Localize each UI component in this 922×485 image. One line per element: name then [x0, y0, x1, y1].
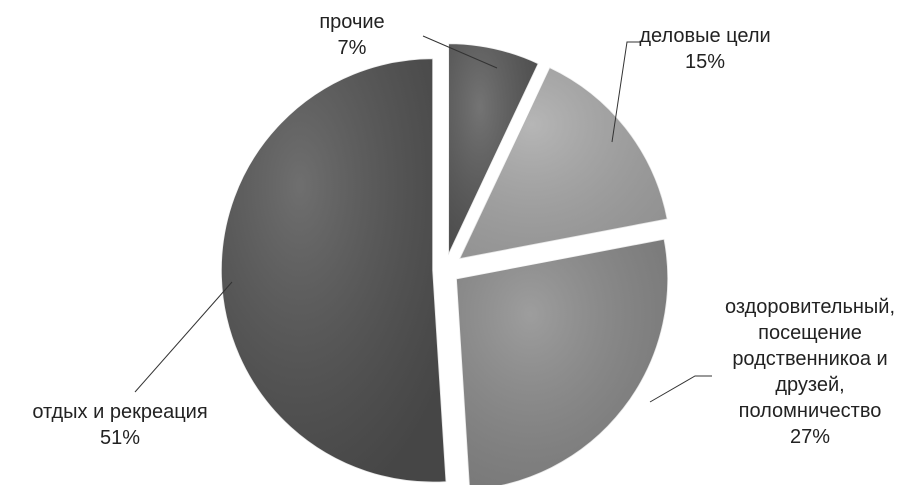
slice-label-0-line-0: прочие — [319, 11, 384, 33]
leader-lines — [134, 35, 712, 403]
slice-label-1-line-0: деловые цели — [639, 25, 770, 47]
slice-label-2-line-0: оздоровительный, — [725, 296, 895, 318]
slice-value-label-1: 15% — [685, 51, 725, 73]
slice-label-2-line-3: друзей, — [775, 374, 844, 396]
slice-label-3-line-0: отдых и рекреация — [32, 401, 207, 423]
leader-line-3 — [134, 281, 233, 393]
slice-label-2-line-2: родственникоа и — [732, 348, 887, 370]
pie-slice-shade-3 — [221, 58, 447, 483]
slice-value-label-2: 27% — [790, 426, 830, 448]
slice-value-label-3: 51% — [100, 427, 140, 449]
leader-line-2 — [649, 375, 712, 403]
pie-slice-shade-1 — [459, 67, 668, 259]
leader-line-0 — [422, 35, 498, 69]
pie-slice-shade-0 — [448, 43, 539, 256]
slice-label-2-line-4: поломничество — [739, 400, 882, 422]
leader-line-1 — [611, 41, 641, 143]
slice-value-label-0: 7% — [338, 37, 367, 59]
slice-label-2-line-1: посещение — [758, 322, 862, 344]
pie-slices — [220, 42, 669, 485]
pie-slice-shade-2 — [456, 238, 669, 485]
slice-labels: прочие 7% деловые цели 15% оздоровительный, п… — [32, 11, 895, 449]
